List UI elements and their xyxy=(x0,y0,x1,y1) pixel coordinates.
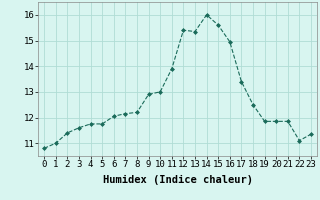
X-axis label: Humidex (Indice chaleur): Humidex (Indice chaleur) xyxy=(103,175,252,185)
